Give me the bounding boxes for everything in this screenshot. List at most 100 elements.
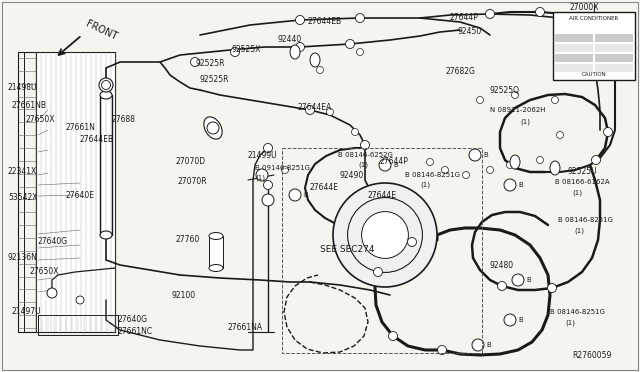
- Text: B: B: [393, 162, 397, 168]
- Ellipse shape: [510, 155, 520, 169]
- Circle shape: [289, 189, 301, 201]
- Bar: [18, 52, 36, 332]
- Bar: [282, 148, 482, 353]
- Circle shape: [379, 159, 391, 171]
- Text: B 08146-8251G: B 08146-8251G: [558, 217, 613, 223]
- Text: 27688: 27688: [112, 115, 136, 125]
- Text: 27650X: 27650X: [25, 115, 54, 125]
- Ellipse shape: [310, 53, 320, 67]
- Bar: [595, 54, 633, 62]
- Circle shape: [356, 48, 364, 55]
- Circle shape: [362, 212, 408, 259]
- Circle shape: [511, 92, 518, 99]
- Text: 27650X: 27650X: [30, 267, 60, 276]
- Circle shape: [47, 288, 57, 298]
- Circle shape: [536, 157, 543, 164]
- Circle shape: [102, 81, 110, 89]
- Text: 27644P: 27644P: [380, 157, 409, 167]
- Text: B: B: [486, 342, 491, 348]
- Circle shape: [472, 339, 484, 351]
- Text: 92525X: 92525X: [232, 45, 261, 55]
- Text: B: B: [526, 277, 531, 283]
- Circle shape: [282, 167, 289, 173]
- Text: 27644EA: 27644EA: [298, 103, 332, 112]
- Bar: [595, 64, 633, 72]
- Circle shape: [305, 106, 314, 115]
- Text: AIR CONDITIONER: AIR CONDITIONER: [570, 16, 619, 22]
- Text: 92525Q: 92525Q: [490, 86, 520, 94]
- Ellipse shape: [100, 231, 112, 239]
- Ellipse shape: [209, 232, 223, 240]
- Circle shape: [99, 78, 113, 92]
- Circle shape: [408, 237, 417, 247]
- Circle shape: [207, 122, 219, 134]
- Bar: [38, 315, 118, 335]
- Bar: [595, 34, 633, 42]
- Text: 27644P: 27644P: [450, 13, 479, 22]
- Circle shape: [388, 331, 397, 340]
- Circle shape: [591, 155, 600, 164]
- Text: 92490: 92490: [340, 170, 364, 180]
- Text: R2760059: R2760059: [572, 350, 611, 359]
- Circle shape: [486, 10, 495, 19]
- Text: N 08911-2062H: N 08911-2062H: [490, 107, 545, 113]
- Text: 92136N: 92136N: [8, 253, 38, 263]
- Text: 27640E: 27640E: [65, 190, 94, 199]
- Circle shape: [552, 96, 559, 103]
- Circle shape: [296, 42, 305, 51]
- Text: 27644E: 27644E: [310, 183, 339, 192]
- Bar: [209, 236, 223, 268]
- Text: (1): (1): [255, 175, 265, 181]
- Text: 27661N: 27661N: [65, 124, 95, 132]
- Bar: [555, 64, 593, 72]
- Text: 27000X: 27000X: [570, 3, 600, 13]
- Circle shape: [504, 179, 516, 191]
- Text: 92440: 92440: [278, 35, 302, 45]
- Text: (1): (1): [420, 182, 430, 188]
- Text: B: B: [518, 317, 523, 323]
- Ellipse shape: [290, 45, 300, 59]
- Text: 27640G: 27640G: [118, 315, 148, 324]
- Circle shape: [504, 314, 516, 326]
- Ellipse shape: [204, 117, 222, 139]
- Text: 92450: 92450: [458, 28, 483, 36]
- Text: 92525R: 92525R: [200, 76, 230, 84]
- Circle shape: [346, 39, 355, 48]
- Ellipse shape: [550, 161, 560, 175]
- Circle shape: [557, 131, 563, 138]
- Text: (1): (1): [520, 119, 530, 125]
- Bar: [36, 52, 115, 332]
- Circle shape: [76, 296, 84, 304]
- Text: FRONT: FRONT: [84, 19, 118, 42]
- Ellipse shape: [209, 264, 223, 272]
- Circle shape: [264, 144, 273, 153]
- Circle shape: [317, 67, 323, 74]
- Text: (1): (1): [572, 190, 582, 196]
- Circle shape: [477, 96, 483, 103]
- Bar: [555, 34, 593, 42]
- Text: 21498U: 21498U: [8, 83, 38, 93]
- Circle shape: [230, 48, 239, 57]
- Circle shape: [442, 167, 449, 173]
- Text: B 08146-8251G: B 08146-8251G: [550, 309, 605, 315]
- Circle shape: [463, 171, 470, 179]
- Circle shape: [360, 141, 369, 150]
- Text: 21499U: 21499U: [248, 151, 278, 160]
- Text: 27644EB: 27644EB: [80, 135, 114, 144]
- Circle shape: [547, 283, 557, 292]
- Text: 27661NC: 27661NC: [118, 327, 153, 337]
- Text: B 09146-8251G: B 09146-8251G: [255, 165, 310, 171]
- Text: B 08166-6162A: B 08166-6162A: [555, 179, 610, 185]
- Text: 27760: 27760: [175, 235, 199, 244]
- Circle shape: [512, 274, 524, 286]
- Text: 21497U: 21497U: [12, 308, 42, 317]
- Circle shape: [296, 16, 305, 25]
- Text: B 08146-6252G: B 08146-6252G: [338, 152, 393, 158]
- Circle shape: [351, 128, 358, 135]
- Circle shape: [374, 267, 383, 276]
- Text: 27070R: 27070R: [178, 177, 207, 186]
- Ellipse shape: [100, 91, 112, 99]
- Circle shape: [262, 194, 274, 206]
- Circle shape: [191, 58, 200, 67]
- Bar: [595, 44, 633, 52]
